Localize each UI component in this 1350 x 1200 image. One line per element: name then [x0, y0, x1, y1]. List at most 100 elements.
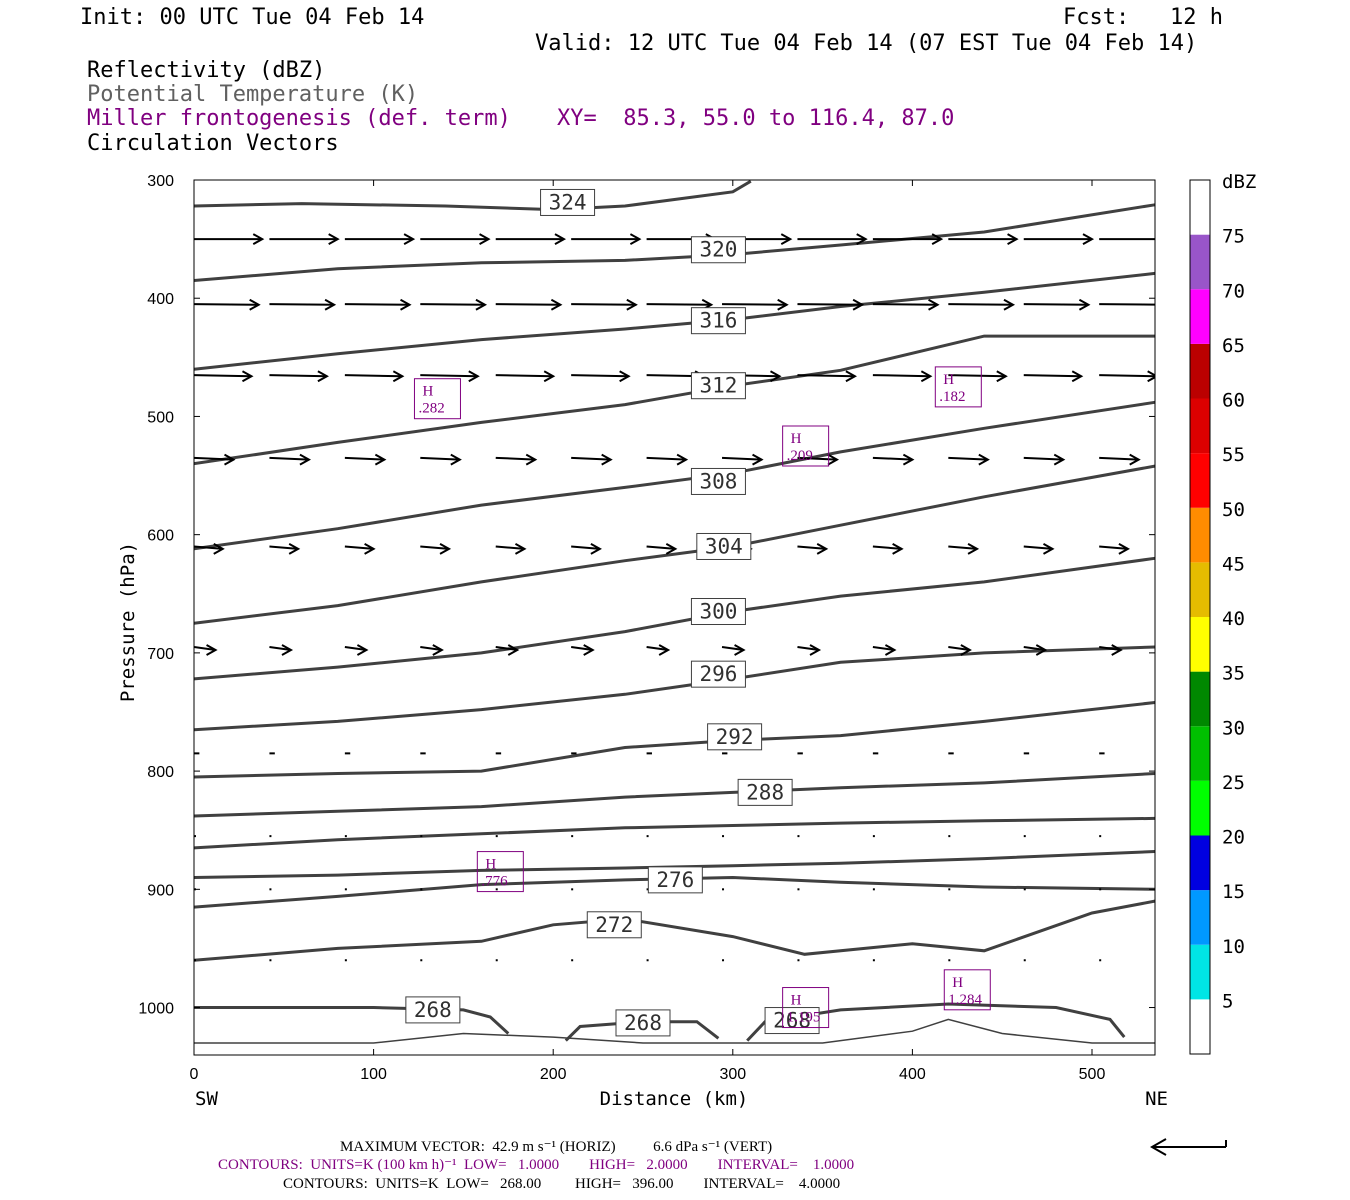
vector-head	[1035, 644, 1048, 656]
vector-head	[1007, 233, 1019, 245]
vector-head	[249, 298, 261, 311]
circulation-vector	[344, 233, 416, 245]
vector-head	[554, 233, 567, 245]
frontogenesis-max-value: 1.284	[948, 992, 982, 1008]
vector-shaft	[344, 303, 410, 306]
vector-head	[507, 644, 520, 656]
vector-shaft	[194, 374, 252, 378]
circulation-vector	[646, 453, 689, 466]
circulation-vector	[344, 370, 405, 383]
colorbar-swatch	[1190, 234, 1210, 290]
circulation-vector	[1099, 234, 1167, 244]
vector-head	[1158, 234, 1167, 244]
vector-shaft	[194, 645, 216, 651]
circulation-vector	[269, 644, 294, 656]
colorbar-swatch	[1190, 726, 1210, 781]
isentrope-label-box	[647, 866, 703, 894]
colorbar-level-label: 70	[1222, 280, 1245, 302]
x-tick-label: 400	[899, 1066, 926, 1083]
vector-head	[525, 453, 538, 466]
y-axis-label: Pressure (hPa)	[117, 542, 139, 702]
vector-shaft	[797, 456, 838, 461]
circulation-vector	[344, 543, 376, 555]
circulation-vector	[495, 543, 527, 555]
isentrope-label-text: 304	[705, 534, 743, 558]
isentrope-label-308: 308	[690, 467, 746, 495]
frontogenesis-max: H.182	[934, 366, 982, 408]
frontogenesis-max-box	[476, 851, 524, 893]
vector-head	[1043, 543, 1055, 555]
forecast-label: Fcst:	[1063, 5, 1130, 30]
circulation-vector	[721, 453, 764, 466]
colorbar-frame	[1189, 179, 1211, 1055]
vector-shaft	[872, 456, 913, 461]
vector-shaft	[495, 645, 518, 651]
circulation-vector	[872, 644, 897, 656]
colorbar-level-label: 25	[1222, 772, 1245, 794]
colorbar-swatch	[1190, 671, 1210, 727]
vector-head	[1118, 543, 1130, 555]
isentrope-label-304: 304	[696, 532, 752, 560]
vector-shaft	[495, 303, 561, 306]
frontogenesis-max-value: .209	[787, 448, 813, 464]
isentrope-label-box	[690, 467, 746, 495]
vector-shaft	[194, 545, 223, 550]
vector-head	[931, 233, 944, 245]
isentrope-label-268: 268	[405, 996, 461, 1024]
vector-head	[780, 233, 793, 245]
circulation-vector	[571, 644, 595, 656]
circulation-vector	[1023, 644, 1048, 656]
colorbar-level-label: 60	[1222, 390, 1245, 412]
vector-head	[432, 644, 444, 656]
frontogenesis-max-box	[943, 969, 991, 1011]
circulation-vector	[948, 543, 980, 555]
frontogenesis-max: H1.284	[943, 969, 991, 1011]
isentrope-label-text: 316	[699, 309, 737, 333]
circulation-vector	[646, 644, 671, 656]
isentrope-316	[194, 271, 1155, 371]
vector-head	[626, 298, 638, 311]
circulation-vector	[797, 543, 829, 555]
vector-shaft	[872, 545, 902, 550]
vector-shaft	[1099, 456, 1139, 461]
colorbar-level-label: 35	[1222, 663, 1245, 685]
isentrope-320	[194, 203, 1155, 282]
isentrope-304	[194, 464, 1155, 625]
isentrope-label-272: 272	[586, 911, 642, 939]
circulation-vector	[872, 370, 933, 383]
circulation-vector	[872, 298, 940, 311]
isentrope-label-text: 268	[414, 998, 452, 1022]
vector-head	[356, 644, 369, 656]
vector-shaft	[495, 545, 525, 550]
circulation-vector	[571, 453, 613, 466]
vector-head	[1111, 644, 1123, 656]
colorbar-swatch	[1190, 507, 1210, 563]
colorbar-swatch	[1190, 835, 1210, 891]
vector-shaft	[872, 374, 931, 378]
circulation-vector	[797, 370, 857, 383]
isentrope-label-box	[405, 996, 461, 1024]
circulation-vector	[269, 453, 312, 466]
vector-shaft	[797, 645, 820, 651]
isentrope-label-text: 276	[656, 868, 694, 892]
colorbar-swatch	[1190, 999, 1210, 1054]
vector-head	[827, 453, 840, 466]
vector-head	[967, 543, 980, 555]
vector-shaft	[269, 303, 335, 306]
isentrope-label-text: 324	[549, 190, 587, 214]
circulation-vector	[420, 233, 491, 245]
circulation-vector	[269, 543, 301, 555]
vector-shaft	[269, 645, 292, 651]
isentrope-296	[194, 645, 1155, 732]
field-potential-temperature: Potential Temperature (K)	[87, 82, 419, 107]
vector-shaft	[571, 456, 611, 461]
isentrope-label-box	[586, 911, 642, 939]
vector-shaft	[646, 456, 687, 461]
circulation-vector	[722, 298, 789, 311]
vector-head	[1154, 299, 1155, 311]
circulation-vector	[344, 298, 412, 311]
colorbar-swatch	[1190, 180, 1210, 235]
frontogenesis-max-value: .282	[418, 401, 444, 417]
vector-shaft	[948, 645, 971, 651]
colorbar-level-label: 50	[1222, 499, 1245, 521]
